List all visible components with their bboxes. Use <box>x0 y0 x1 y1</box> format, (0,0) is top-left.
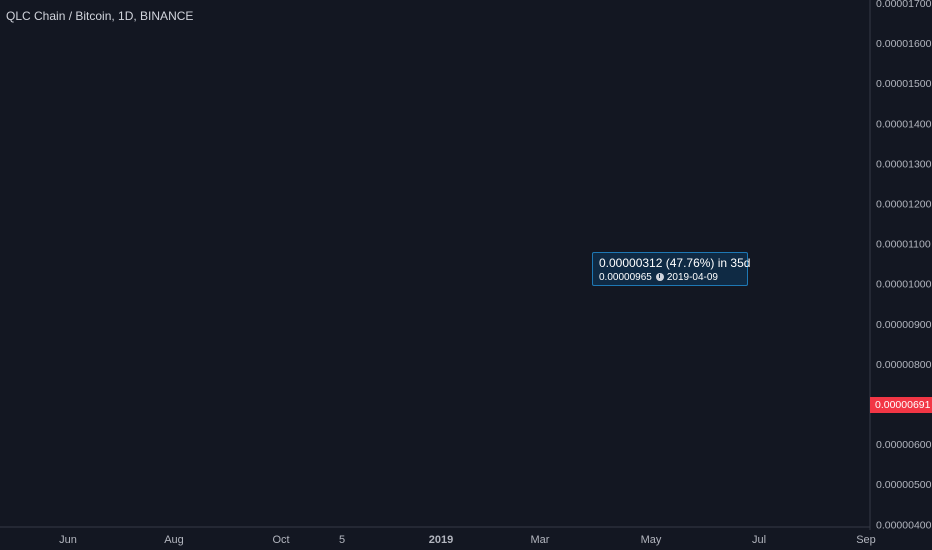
time-axis[interactable]: Jun Aug Oct 5 2019 Mar May Jul Sep <box>0 526 876 546</box>
clock-icon <box>655 273 664 281</box>
price-tick-label: 0.00001200 <box>876 199 932 211</box>
time-tick-label: 2019 <box>429 534 453 546</box>
price-tick-label: 0.00000500 <box>876 479 932 491</box>
time-tick-label: Sep <box>856 534 876 546</box>
price-tick-label: 0.00001700 <box>876 0 932 10</box>
price-tick-label: 0.00000800 <box>876 359 932 371</box>
time-tick-label: Jul <box>752 534 766 546</box>
chart-title: QLC Chain / Bitcoin, 1D, BINANCE <box>6 9 194 23</box>
time-tick-label: Aug <box>164 534 184 546</box>
price-tick-label: 0.00001100 <box>876 239 931 251</box>
time-tick-label: 5 <box>339 534 345 546</box>
time-tick-label: Mar <box>531 534 550 546</box>
price-tick-label: 0.00001400 <box>876 118 932 130</box>
price-tick-label: 0.00001600 <box>876 38 932 50</box>
time-tick-label: May <box>641 534 662 546</box>
price-tick-label: 0.00001500 <box>876 78 932 90</box>
time-tick-label: Oct <box>272 534 289 546</box>
price-tick-label: 0.00001000 <box>876 279 932 291</box>
time-tick-label: Jun <box>59 534 77 546</box>
projection-label: 0.00000312 (47.76%) in 35d 0.00000965 201… <box>592 252 751 286</box>
price-tick-label: 0.00000600 <box>876 439 932 451</box>
projection-change: 0.00000312 (47.76%) in 35d <box>599 256 751 270</box>
last-price-tag: 0.00000691 <box>870 397 932 413</box>
projection-date: 2019-04-09 <box>666 272 718 283</box>
projection-target: 0.00000965 2019-04-09 <box>599 272 741 283</box>
price-tick-label: 0.00000400 <box>876 519 932 531</box>
price-axis[interactable]: 0.00001700 0.00001600 0.00001500 0.00001400… <box>869 0 932 531</box>
projection-price: 0.00000965 <box>599 272 652 283</box>
price-tick-label: 0.00000900 <box>876 319 932 331</box>
price-tick-label: 0.00001300 <box>876 158 932 170</box>
